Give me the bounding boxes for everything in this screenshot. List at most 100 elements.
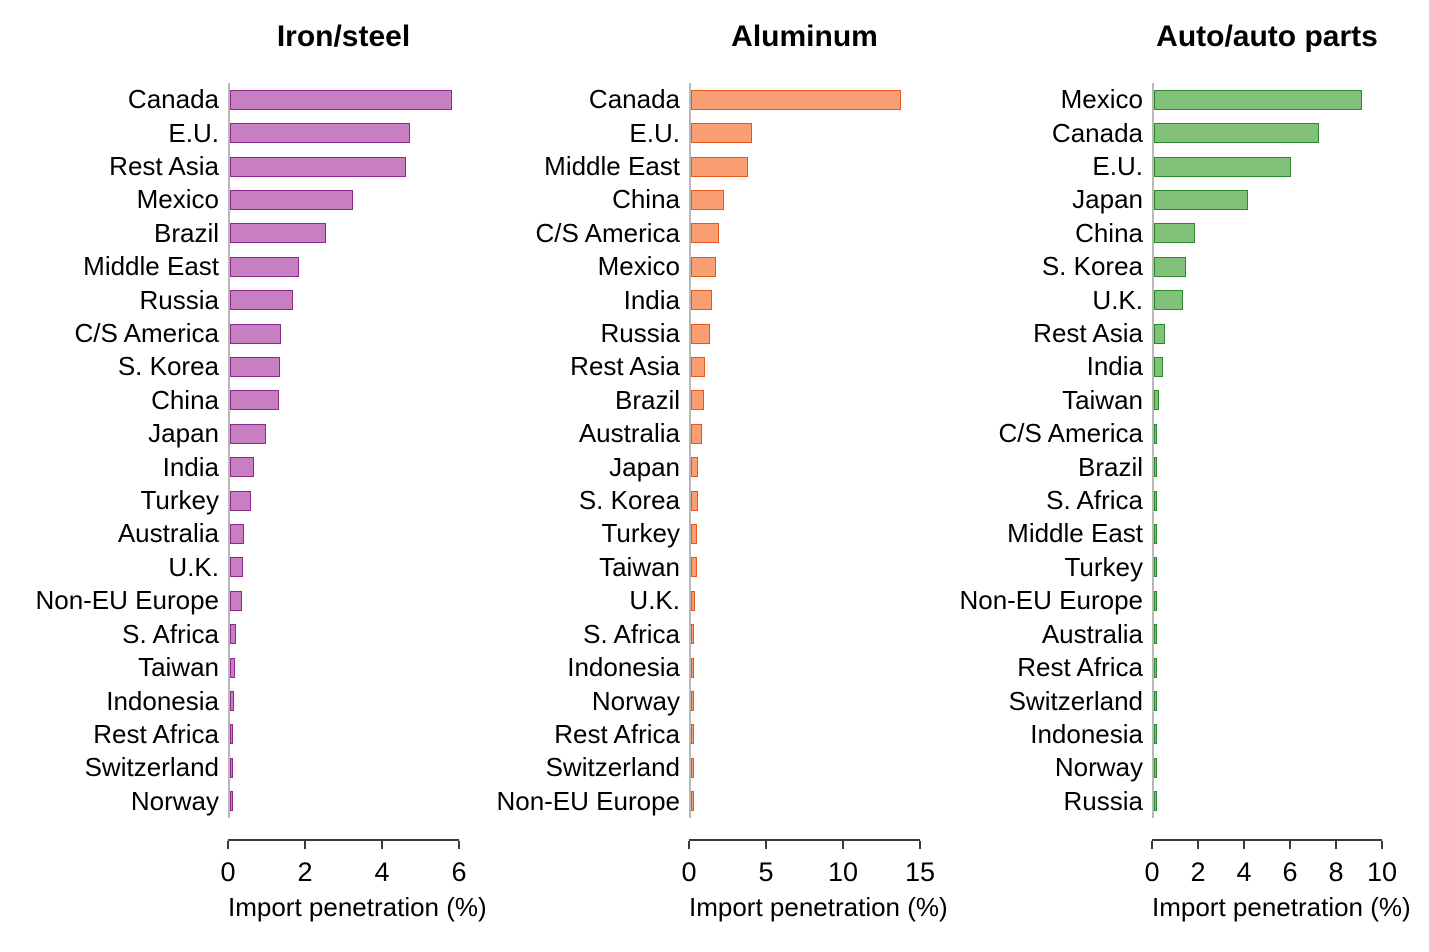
bar-row: Australia [940,617,1383,651]
axis-tick-label: 0 [1144,857,1160,887]
category-label: Japan [609,451,680,482]
bar-track [228,350,460,384]
bar [230,323,281,344]
bar-row: S. Africa [20,617,460,651]
chart-title: Auto/auto parts [1156,20,1378,53]
bar [691,724,694,745]
category-label: Middle East [1007,518,1143,549]
bar [691,457,699,478]
bar-track [1152,83,1383,117]
bar [230,123,411,144]
category-label: Non-EU Europe [959,585,1143,616]
x-axis-label: Import penetration (%) [689,892,948,922]
bar-row: S. Korea [20,350,460,384]
category-label: Brazil [1077,451,1143,482]
category-label: Australia [117,518,219,549]
x-axis-label: Import penetration (%) [228,892,487,922]
category-label: Russia [139,284,219,315]
bar-track [1152,383,1383,418]
bar-row: China [940,216,1383,251]
category-label: Non-EU Europe [496,785,680,816]
chart-title: Aluminum [731,20,878,53]
category-label: Japan [148,418,219,449]
bar-row: Norway [940,751,1383,785]
category-label: Non-EU Europe [35,585,219,616]
category-label: Rest Asia [570,351,680,382]
bar [691,791,694,812]
bar-row: Non-EU Europe [940,584,1383,618]
bar [691,89,902,110]
bar [230,557,244,578]
x-axis: 0 5 10 15 [681,839,935,951]
bar [1154,791,1157,812]
bar [230,457,254,478]
bar-track [228,116,460,150]
bar-row: C/S America [20,316,460,351]
bar-track [689,283,921,317]
category-label: Norway [591,685,680,716]
bar-row: Rest Africa [480,717,921,752]
category-label: S. Africa [122,618,219,649]
bar [230,89,453,110]
bar [1154,724,1157,745]
category-label: India [623,284,680,315]
axis-tick-label: 5 [758,857,774,887]
bar [1154,590,1157,611]
x-axis-label: Import penetration (%) [1152,892,1411,922]
bar-row: Norway [20,784,460,818]
bar [691,657,694,678]
bar-row: Mexico [20,183,460,217]
bar-track [1152,216,1383,251]
bar [691,390,705,411]
bar-track [689,584,921,618]
axis-tick-label: 4 [1236,857,1252,887]
bar-track [228,650,460,685]
bar-row: Japan [940,183,1383,217]
category-label: Canada [1051,117,1143,148]
bar [1154,757,1157,778]
category-label: S. Korea [117,351,219,382]
axis-tick [380,841,383,849]
bar-row: Turkey [940,550,1383,585]
bar-row: Canada [480,83,921,117]
bar-track [1152,517,1383,551]
category-label: Mexico [1060,84,1143,115]
bar-track [228,450,460,484]
axis-tick [458,841,460,849]
bar-track [1152,717,1383,752]
bar-row: Indonesia [940,717,1383,752]
axis-tick-label: 4 [374,857,390,887]
bar [1154,256,1187,277]
bar-row: Switzerland [480,751,921,785]
bar [1154,156,1292,177]
chart-title: Iron/steel [276,20,411,53]
axis-tick-label: 0 [681,857,697,887]
bar [691,757,694,778]
bar-track [1152,784,1383,818]
bar [230,490,251,511]
axis-tick [1335,841,1337,849]
bar [230,189,353,210]
bar-row: Indonesia [480,650,921,685]
bar [230,156,407,177]
bar-track [689,617,921,651]
category-label: E.U. [168,117,219,148]
bar-row: Turkey [20,483,460,518]
bar [1154,223,1195,244]
bar-row: S. Africa [480,617,921,651]
bar-track [228,316,460,351]
bar-row: India [940,350,1383,384]
bar-row: Switzerland [940,684,1383,718]
bar [691,123,753,144]
bar [691,256,717,277]
category-label: Brazil [614,384,680,415]
bar [1154,523,1157,544]
chart-auto-parts: Auto/auto parts Mexico Canada E.U. Japan Chi… [940,20,1411,952]
category-label: Switzerland [545,752,680,783]
category-label: Canada [127,84,219,115]
category-label: Australia [578,418,680,449]
category-label: Australia [1041,618,1143,649]
bar-track [689,483,921,518]
bar-row: India [20,450,460,484]
bar-track [1152,483,1383,518]
